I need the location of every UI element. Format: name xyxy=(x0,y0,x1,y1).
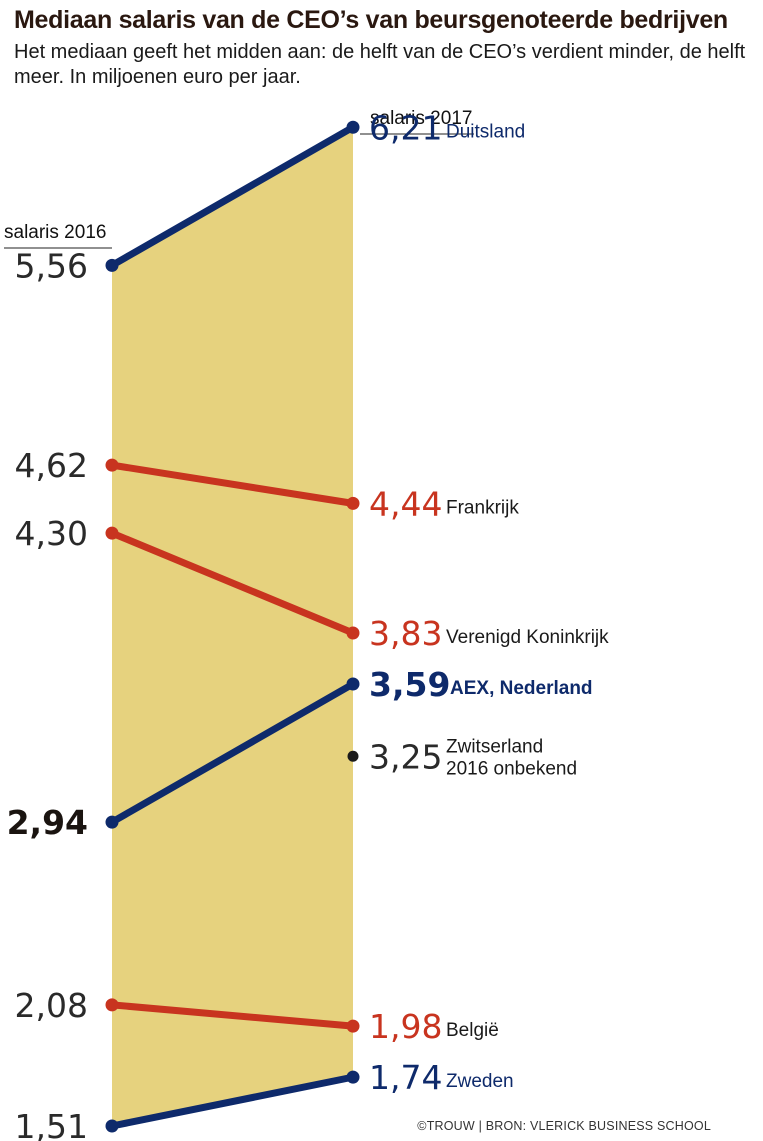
slope-line-zweden xyxy=(108,1073,357,1130)
point-2017-zweden xyxy=(346,1070,360,1084)
point-2017-aex-nederland xyxy=(346,677,360,691)
series-label-frankrijk: Frankrijk xyxy=(446,497,519,518)
series-note-zwitserland: 2016 onbekend xyxy=(446,758,577,779)
source-credit: ©TROUW | BRON: VLERICK BUSINESS SCHOOL xyxy=(417,1119,711,1133)
value-2017-zweden: 1,74 xyxy=(369,1058,442,1097)
slope-line-frankrijk xyxy=(108,461,357,507)
point-2016-frankrijk xyxy=(105,458,119,472)
chart-title: Mediaan salaris van de CEO’s van beursge… xyxy=(14,6,728,34)
series-label-zweden: Zweden xyxy=(446,1071,514,1092)
value-2016-frankrijk: 4,62 xyxy=(15,446,88,485)
point-2016-aex-nederland xyxy=(105,815,119,829)
point-2017-frankrijk xyxy=(346,496,360,510)
value-2016-verenigd-koninkrijk: 4,30 xyxy=(15,514,88,553)
value-2017-belgie: 1,98 xyxy=(369,1007,442,1046)
x-label-2017: salaris 2017 xyxy=(370,108,472,129)
value-2016-aex-nederland: 2,94 xyxy=(7,803,88,842)
value-2017-zwitserland: 3,25 xyxy=(369,737,442,776)
value-2016-belgie: 2,08 xyxy=(15,986,88,1025)
series-label-belgie: België xyxy=(446,1020,499,1041)
point-2016-belgie xyxy=(105,998,119,1012)
point-2017-zwitserland xyxy=(347,750,359,762)
series-label-verenigd-koninkrijk: Verenigd Koninkrijk xyxy=(446,627,609,648)
value-2017-frankrijk: 4,44 xyxy=(369,484,442,523)
slope-line-aex-nederland xyxy=(108,680,357,826)
series-label-aex-nederland: AEX, Nederland xyxy=(450,678,593,699)
value-2017-duitsland: 6,21 xyxy=(369,108,442,147)
chart-subtitle: Het mediaan geeft het midden aan: de hel… xyxy=(14,41,746,88)
slope-line-verenigd-koninkrijk xyxy=(108,529,357,637)
x-label-2016: salaris 2016 xyxy=(4,222,106,243)
value-2016-duitsland: 5,56 xyxy=(15,246,88,285)
point-2017-verenigd-koninkrijk xyxy=(346,626,360,640)
point-2016-verenigd-koninkrijk xyxy=(105,526,119,540)
point-2016-duitsland xyxy=(105,258,119,272)
series-label-duitsland: Duitsland xyxy=(446,121,525,142)
slope-line-duitsland xyxy=(108,123,357,269)
chart-band xyxy=(112,127,353,1126)
slope-line-belgie xyxy=(108,1001,357,1030)
chart-marks: 5,56 6,21 Duitsland 4,62 4,44 Frankrijk 4,30 3,… xyxy=(7,108,610,1141)
point-2016-zweden xyxy=(105,1119,119,1133)
value-2017-aex-nederland: 3,59 xyxy=(369,665,450,704)
point-2017-duitsland xyxy=(346,120,360,134)
value-2016-zweden: 1,51 xyxy=(15,1107,88,1141)
series-label-zwitserland: Zwitserland xyxy=(446,736,543,757)
point-2017-belgie xyxy=(346,1019,360,1033)
value-2017-verenigd-koninkrijk: 3,83 xyxy=(369,614,442,653)
